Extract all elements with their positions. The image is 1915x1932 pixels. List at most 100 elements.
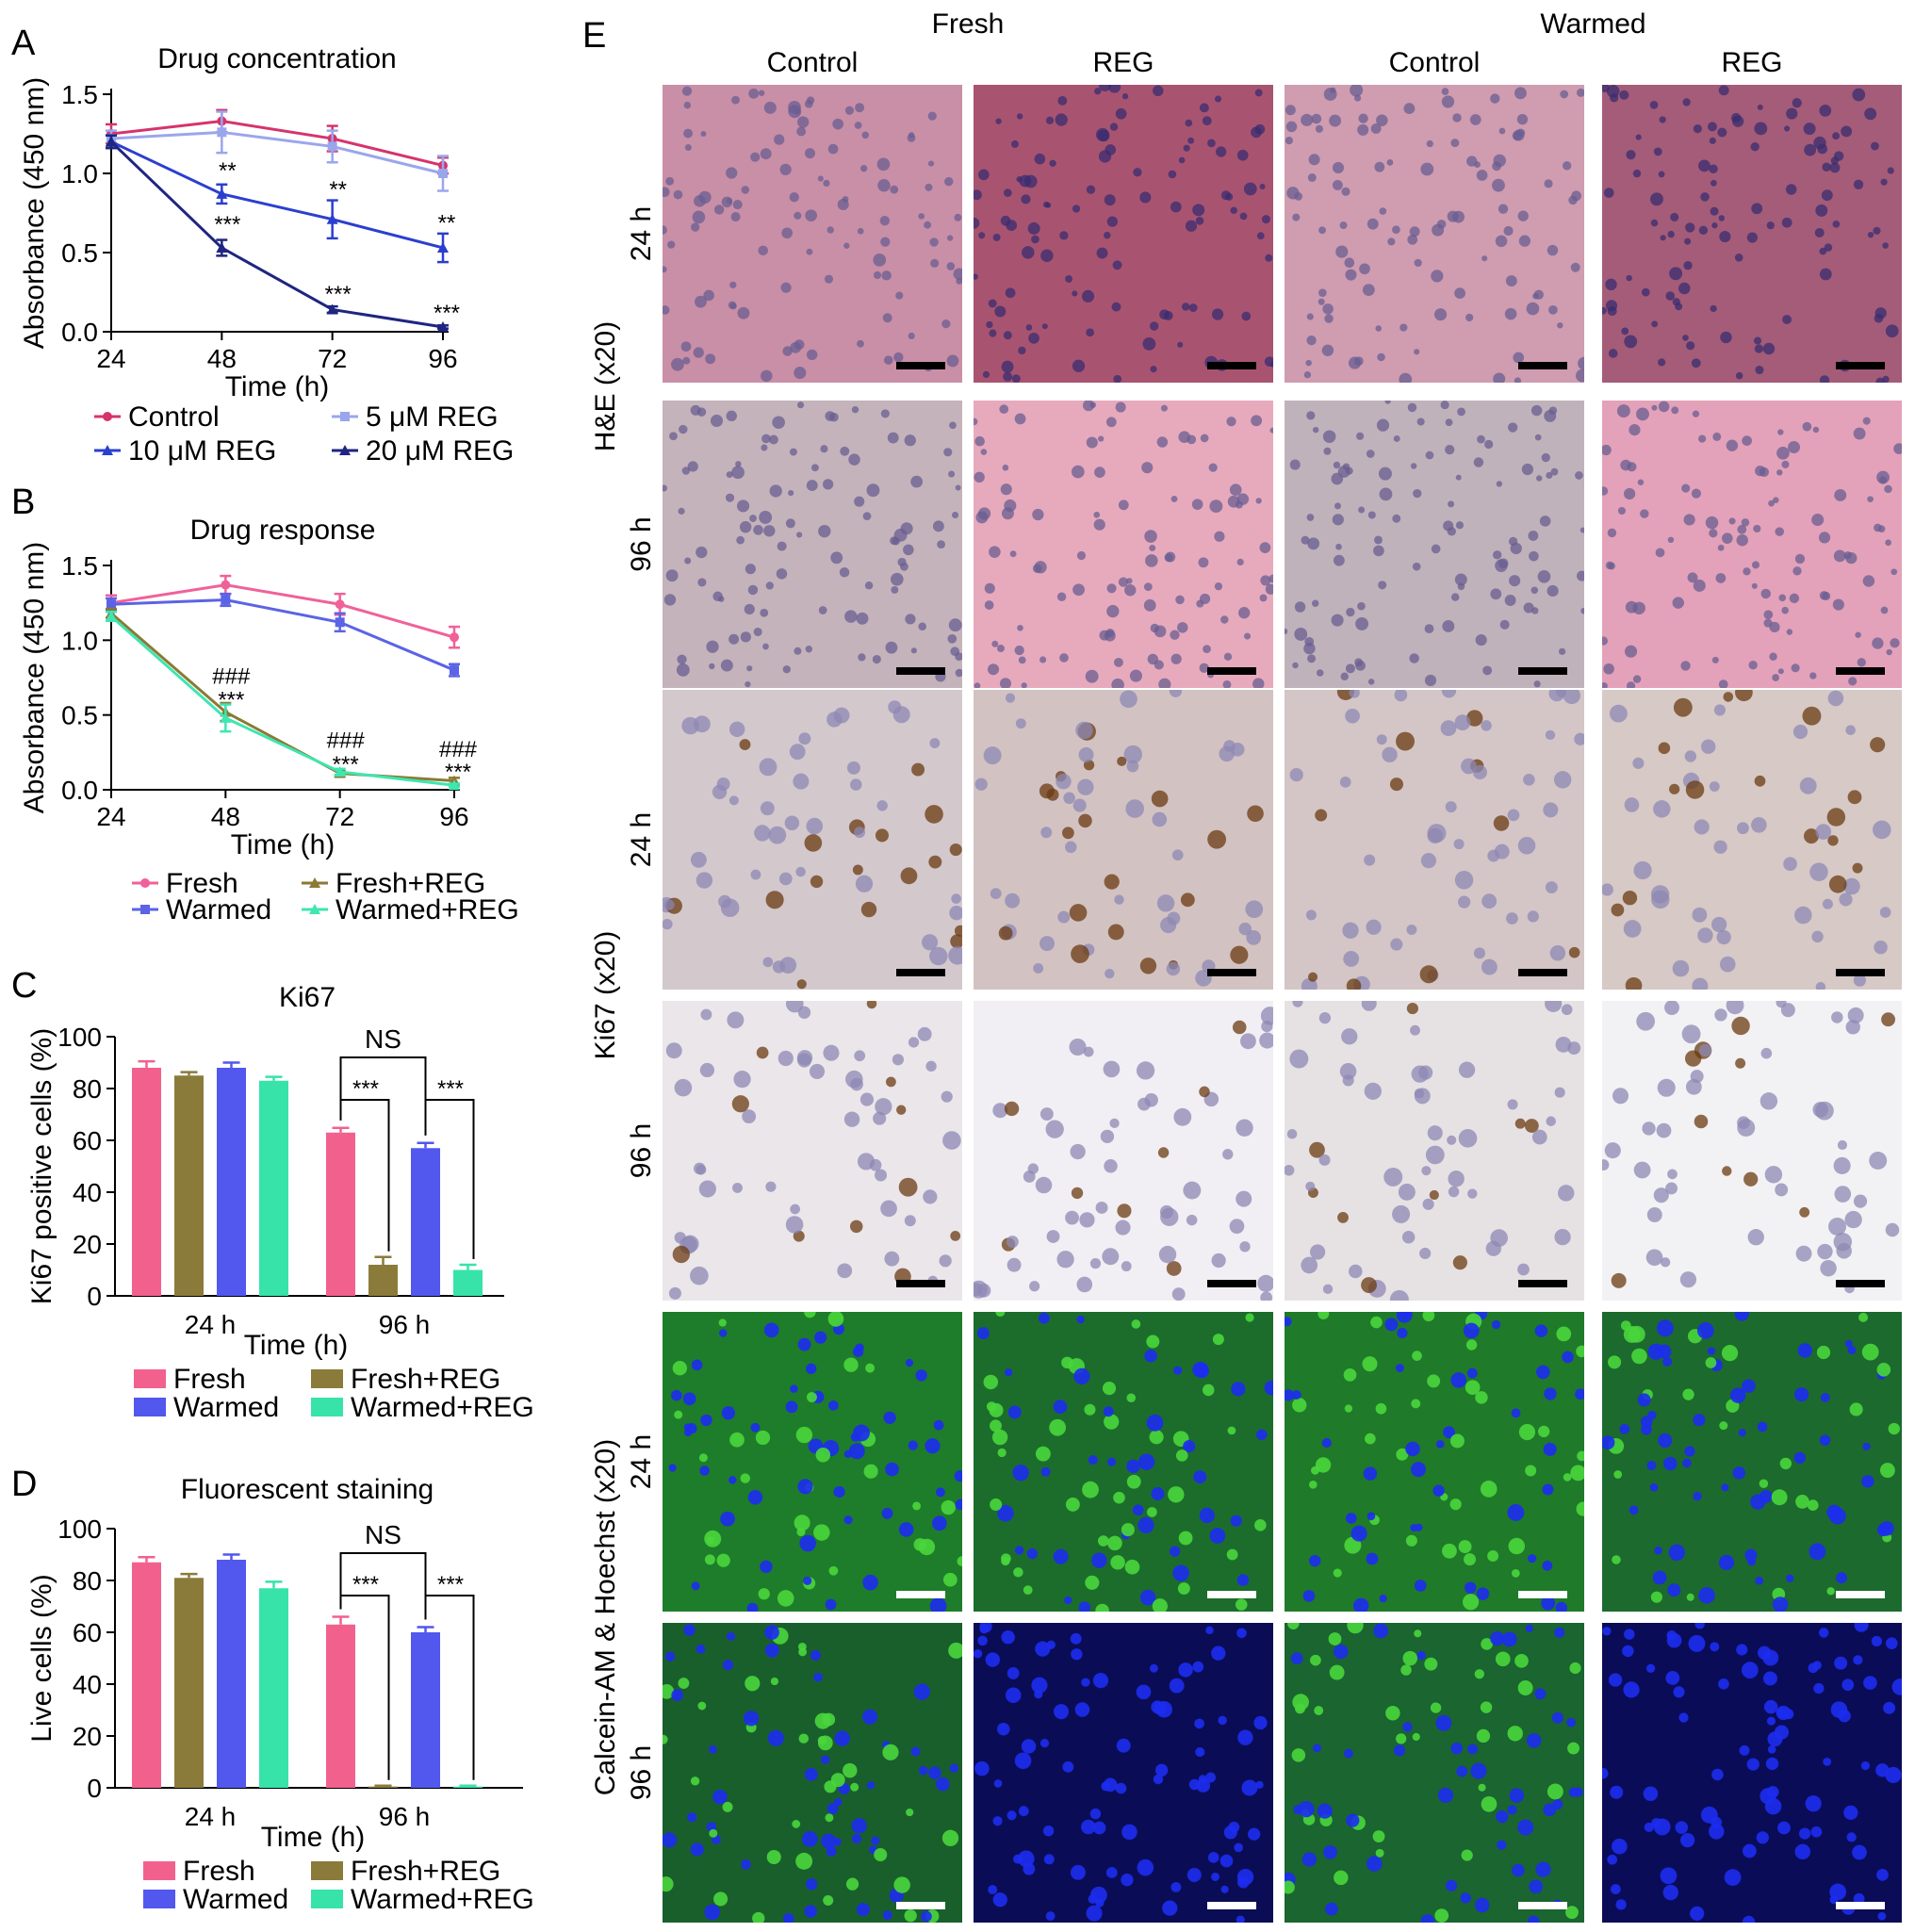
cell-nucleus	[1003, 331, 1012, 340]
cell-nucleus	[908, 332, 915, 340]
cell-nucleus	[1027, 1163, 1039, 1174]
cell-nucleus	[1425, 450, 1434, 460]
cell-nucleus	[1004, 1367, 1013, 1377]
cell-nucleus	[1784, 125, 1791, 132]
cell-nucleus	[1698, 434, 1707, 443]
cell-nucleus	[1302, 1590, 1316, 1602]
cell-nucleus	[992, 233, 1001, 241]
significance-bracket	[424, 1595, 475, 1780]
x-tick-label: 72	[325, 802, 354, 831]
cell-nucleus	[1623, 920, 1642, 938]
cell-nucleus	[1367, 511, 1376, 519]
cell-nucleus	[1216, 146, 1227, 157]
cell-nucleus	[1830, 1701, 1848, 1718]
cell-nucleus	[1102, 1248, 1120, 1266]
cell-nucleus	[825, 411, 836, 421]
cell-nucleus	[1261, 1020, 1273, 1033]
cell-nucleus	[1654, 1547, 1662, 1555]
cell-nucleus	[1813, 1682, 1825, 1695]
tile-background	[1602, 401, 1902, 688]
cell-nucleus	[785, 1001, 804, 1013]
cell-nucleus	[1474, 161, 1481, 168]
cell-nucleus	[1788, 441, 1801, 453]
cell-nucleus	[665, 176, 675, 186]
cell-nucleus	[1565, 1906, 1579, 1920]
y-tick-label: 0	[87, 1282, 102, 1311]
cell-nucleus	[691, 222, 700, 232]
cell-nucleus	[1399, 323, 1408, 332]
cell-nucleus	[900, 562, 908, 571]
cell-nucleus	[1792, 724, 1809, 740]
cell-nucleus	[866, 483, 880, 498]
cell-nucleus	[823, 1044, 840, 1061]
cell-nucleus	[1292, 1398, 1307, 1413]
cell-nucleus	[843, 1111, 860, 1127]
cell-nucleus	[690, 851, 707, 868]
cell-nucleus	[709, 663, 715, 670]
cell-nucleus	[1735, 371, 1743, 380]
cell-nucleus	[1195, 1746, 1205, 1758]
cell-nucleus	[1845, 1020, 1860, 1035]
cell-nucleus	[1063, 792, 1075, 805]
cell-nucleus	[1641, 1424, 1652, 1435]
cell-nucleus	[1223, 652, 1233, 661]
legend-swatch	[311, 1369, 343, 1388]
cell-nucleus	[1885, 539, 1892, 547]
cell-nucleus	[1885, 1637, 1898, 1649]
cell-nucleus	[1822, 898, 1833, 909]
cell-nucleus	[1616, 404, 1630, 418]
cell-nucleus	[674, 1078, 693, 1097]
cell-nucleus	[1211, 1645, 1226, 1661]
cell-nucleus	[1045, 1911, 1056, 1922]
cell-nucleus	[1693, 1491, 1702, 1501]
cell-nucleus	[663, 1734, 668, 1744]
cell-nucleus	[1481, 255, 1488, 262]
cell-nucleus	[1536, 475, 1543, 482]
cell-nucleus	[860, 901, 877, 918]
data-point	[450, 632, 459, 643]
cell-nucleus	[1737, 1119, 1756, 1138]
cell-nucleus	[1427, 827, 1443, 844]
cell-nucleus	[1199, 1086, 1210, 1098]
cell-nucleus	[1022, 246, 1035, 259]
cell-nucleus	[1346, 1813, 1360, 1827]
cell-nucleus	[1610, 1884, 1621, 1895]
cell-nucleus	[1602, 1159, 1610, 1171]
cell-nucleus	[1547, 1783, 1563, 1800]
cell-nucleus	[1243, 182, 1257, 196]
cell-nucleus	[1315, 809, 1328, 822]
cell-nucleus	[1236, 1574, 1250, 1586]
cell-nucleus	[1335, 245, 1349, 258]
cell-nucleus	[683, 1624, 696, 1636]
cell-nucleus	[1684, 237, 1692, 245]
cell-nucleus	[1420, 162, 1434, 176]
cell-nucleus	[745, 680, 751, 688]
cell-nucleus	[1890, 638, 1900, 648]
cell-nucleus	[739, 739, 751, 750]
cell-nucleus	[1146, 1334, 1160, 1349]
cell-nucleus	[1642, 1122, 1656, 1136]
bar	[368, 1786, 398, 1788]
cell-nucleus	[1366, 1552, 1379, 1565]
cell-nucleus	[1377, 352, 1385, 362]
cell-nucleus	[777, 1590, 794, 1607]
cell-nucleus	[718, 1318, 727, 1327]
cell-nucleus	[1170, 201, 1182, 213]
cell-nucleus	[1065, 275, 1073, 283]
cell-nucleus	[1248, 1827, 1261, 1841]
cell-nucleus	[1518, 235, 1531, 247]
cell-nucleus	[946, 235, 954, 241]
cell-nucleus	[852, 1346, 864, 1357]
cell-nucleus	[721, 1406, 736, 1420]
cell-nucleus	[1893, 443, 1902, 454]
cell-nucleus	[1373, 1623, 1389, 1639]
cell-nucleus	[994, 305, 1007, 318]
cell-nucleus	[1450, 593, 1460, 601]
cell-nucleus	[1450, 1742, 1463, 1755]
cell-nucleus	[1480, 1481, 1498, 1498]
cell-nucleus	[1686, 341, 1695, 351]
cell-nucleus	[1238, 607, 1251, 619]
cell-nucleus	[974, 189, 982, 201]
cell-nucleus	[1328, 1632, 1342, 1645]
cell-nucleus	[1554, 1087, 1565, 1098]
